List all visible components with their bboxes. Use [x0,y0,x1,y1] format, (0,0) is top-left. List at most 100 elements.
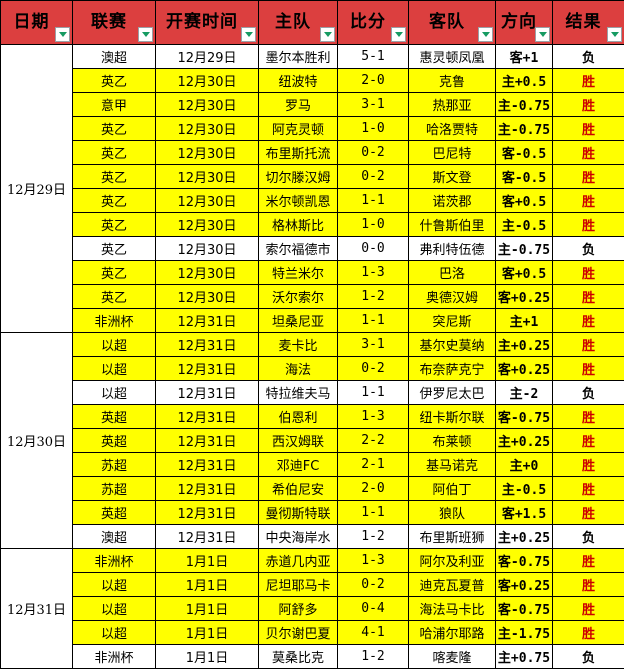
cell-result: 胜 [553,501,624,525]
cell-home-team: 西汉姆联 [259,429,338,453]
cell-score: 1-1 [338,501,409,525]
cell-result: 胜 [553,93,624,117]
date-group-cell: 12月29日 [1,45,73,333]
cell-score: 0-2 [338,357,409,381]
cell-time: 1月1日 [156,597,259,621]
cell-score: 0-2 [338,141,409,165]
cell-score: 2-2 [338,429,409,453]
cell-league: 英乙 [73,285,156,309]
cell-time: 12月30日 [156,285,259,309]
filter-dropdown-icon-time[interactable] [241,27,256,42]
cell-home-team: 邓迪FC [259,453,338,477]
cell-home-team: 赤道几内亚 [259,549,338,573]
column-header-score[interactable]: 比分 [338,1,409,45]
cell-score: 0-2 [338,165,409,189]
cell-away-team: 诺茨郡 [409,189,496,213]
cell-time: 1月1日 [156,549,259,573]
cell-score: 3-1 [338,333,409,357]
cell-score: 5-1 [338,45,409,69]
cell-league: 以超 [73,597,156,621]
column-header-league[interactable]: 联赛 [73,1,156,45]
column-header-home[interactable]: 主队 [259,1,338,45]
filter-dropdown-icon-away[interactable] [478,27,493,42]
cell-home-team: 索尔福德市 [259,237,338,261]
cell-league: 以超 [73,573,156,597]
cell-league: 英超 [73,429,156,453]
cell-home-team: 墨尔本胜利 [259,45,338,69]
column-header-time[interactable]: 开赛时间 [156,1,259,45]
cell-time: 12月31日 [156,381,259,405]
filter-dropdown-icon-result[interactable] [607,27,622,42]
cell-home-team: 贝尔谢巴夏 [259,621,338,645]
cell-time: 12月31日 [156,357,259,381]
cell-time: 12月31日 [156,309,259,333]
cell-result: 胜 [553,189,624,213]
filter-dropdown-icon-score[interactable] [391,27,406,42]
cell-direction: 客+0.25 [496,573,553,597]
cell-direction: 客+0.25 [496,285,553,309]
filter-dropdown-icon-date[interactable] [55,27,70,42]
cell-league: 以超 [73,621,156,645]
cell-result: 胜 [553,213,624,237]
filter-dropdown-icon-league[interactable] [138,27,153,42]
cell-result: 胜 [553,453,624,477]
cell-result: 胜 [553,117,624,141]
filter-dropdown-icon-direction[interactable] [535,27,550,42]
column-header-away[interactable]: 客队 [409,1,496,45]
cell-league: 澳超 [73,45,156,69]
cell-direction: 主+0.25 [496,525,553,549]
column-header-result[interactable]: 结果 [553,1,624,45]
cell-home-team: 阿克灵顿 [259,117,338,141]
cell-home-team: 纽波特 [259,69,338,93]
cell-league: 以超 [73,357,156,381]
header-row: 日期 联赛 开赛时间 主队 比分 [1,1,624,45]
cell-league: 英超 [73,501,156,525]
cell-away-team: 狼队 [409,501,496,525]
cell-direction: 主+1 [496,309,553,333]
column-header-date[interactable]: 日期 [1,1,73,45]
cell-result: 胜 [553,357,624,381]
filter-dropdown-icon-home[interactable] [320,27,335,42]
cell-away-team: 斯文登 [409,165,496,189]
column-header-direction[interactable]: 方向 [496,1,553,45]
cell-away-team: 奥德汉姆 [409,285,496,309]
cell-direction: 主+0.5 [496,69,553,93]
cell-league: 英乙 [73,141,156,165]
cell-time: 1月1日 [156,573,259,597]
cell-direction: 客+0.5 [496,261,553,285]
cell-away-team: 巴尼特 [409,141,496,165]
cell-score: 0-2 [338,573,409,597]
cell-result: 胜 [553,405,624,429]
cell-home-team: 切尔滕汉姆 [259,165,338,189]
cell-result: 负 [553,45,624,69]
cell-home-team: 特拉维夫马 [259,381,338,405]
cell-direction: 客-0.75 [496,597,553,621]
cell-home-team: 坦桑尼亚 [259,309,338,333]
